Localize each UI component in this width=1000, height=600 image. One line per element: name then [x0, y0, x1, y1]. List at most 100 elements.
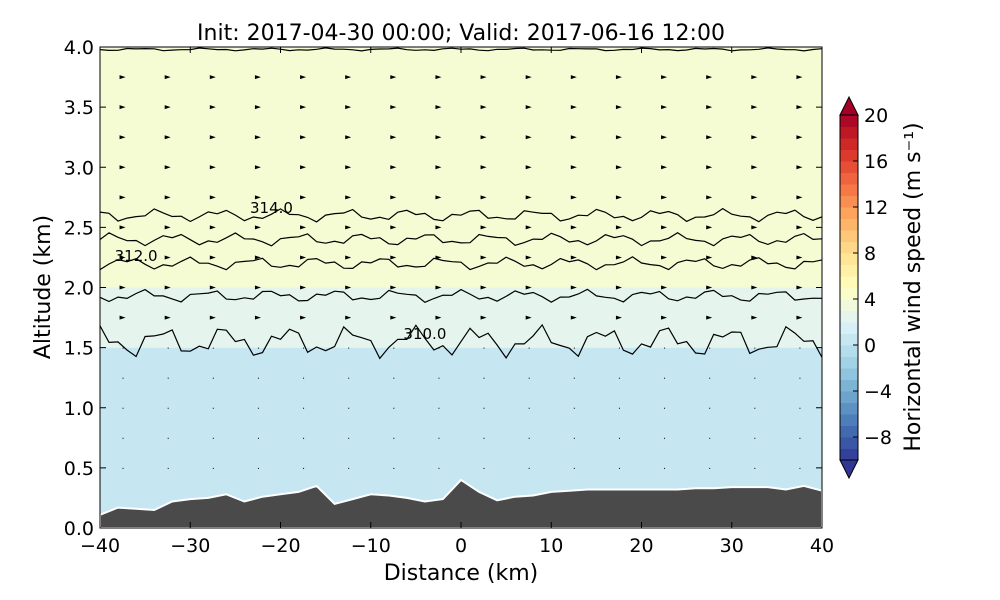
- wind-barb: [615, 135, 622, 140]
- wind-barb: [390, 255, 397, 260]
- wind-barb: [209, 135, 216, 140]
- wind-barb: [300, 195, 307, 200]
- wind-barb: [435, 285, 442, 290]
- colorbar-segment: [840, 379, 858, 392]
- wind-barb: [664, 467, 666, 469]
- colorbar-segment: [840, 230, 858, 242]
- wind-barb: [799, 407, 801, 409]
- wind-barb: [390, 285, 397, 290]
- colorbar-tick-label: −4: [864, 381, 892, 403]
- colorbar-segment: [840, 276, 858, 288]
- wind-barb: [570, 225, 577, 230]
- colorbar-segment: [840, 402, 858, 415]
- wind-barb: [709, 347, 711, 349]
- wind-barb: [119, 255, 126, 260]
- wind-barb: [438, 377, 440, 379]
- wind-barb: [122, 467, 124, 469]
- wind-barb: [709, 437, 711, 439]
- wind-barb: [209, 105, 216, 110]
- wind-barb: [483, 467, 485, 469]
- wind-barb: [164, 135, 171, 140]
- wind-barb: [751, 315, 758, 320]
- wind-barb: [480, 315, 487, 320]
- x-tick-label: 0: [455, 535, 467, 557]
- wind-barb: [754, 407, 756, 409]
- colorbar-segment: [840, 437, 858, 449]
- theta-contour-311: [100, 288, 822, 303]
- wind-barb: [528, 437, 530, 439]
- wind-barb: [345, 285, 352, 290]
- contour-label-314: 314.0: [250, 199, 293, 217]
- wind-barb: [483, 437, 485, 439]
- wind-barb: [119, 195, 126, 200]
- x-axis-label: Distance (km): [384, 561, 539, 586]
- wind-barbs: [119, 75, 803, 469]
- wind-barb: [751, 165, 758, 170]
- wind-barb: [480, 285, 487, 290]
- wind-barb: [257, 467, 259, 469]
- y-tick-label: 0.0: [64, 518, 94, 540]
- colorbar-segment: [840, 172, 858, 185]
- colorbar-tick-label: 16: [864, 151, 888, 173]
- wind-barb: [212, 347, 214, 349]
- wind-barb: [483, 407, 485, 409]
- y-tick-label: 1.0: [64, 398, 94, 420]
- wind-barb: [257, 347, 259, 349]
- wind-barb: [615, 105, 622, 110]
- wind-barb: [254, 315, 261, 320]
- y-tick-label: 3.5: [64, 97, 94, 119]
- colorbar-segment: [840, 161, 858, 173]
- wind-barb: [525, 75, 532, 80]
- wind-barb: [209, 75, 216, 80]
- wind-barb: [618, 407, 620, 409]
- wind-barb: [661, 165, 668, 170]
- theta-contours: [100, 47, 822, 360]
- wind-barb: [615, 225, 622, 230]
- wind-barb: [618, 437, 620, 439]
- wind-barb: [754, 347, 756, 349]
- wind-barb: [438, 467, 440, 469]
- wind-barb: [661, 135, 668, 140]
- wind-barb: [212, 437, 214, 439]
- wind-barb: [209, 195, 216, 200]
- wind-barb: [300, 225, 307, 230]
- wind-barb: [528, 467, 530, 469]
- wind-barb: [706, 195, 713, 200]
- wind-barb: [706, 75, 713, 80]
- y-axis: 0.0 0.5 1.0 1.5 2.0 2.5 3.0 3.5 4.0: [64, 37, 822, 540]
- wind-barb: [300, 75, 307, 80]
- wind-barb: [122, 377, 124, 379]
- wind-barb: [570, 75, 577, 80]
- wind-barb: [300, 285, 307, 290]
- wind-barb: [751, 195, 758, 200]
- wind-barb: [300, 105, 307, 110]
- wind-barb: [525, 225, 532, 230]
- y-tick-label: 4.0: [64, 37, 94, 59]
- y-tick-label: 0.5: [64, 458, 94, 480]
- wind-barb: [615, 165, 622, 170]
- wind-barb: [393, 437, 395, 439]
- wind-barb: [254, 105, 261, 110]
- wind-barb: [254, 225, 261, 230]
- wind-barb: [435, 225, 442, 230]
- wind-barb: [303, 407, 305, 409]
- y-tick-label: 2.0: [64, 278, 94, 300]
- wind-barb: [209, 225, 216, 230]
- wind-barb: [300, 315, 307, 320]
- wind-barb: [751, 105, 758, 110]
- wind-barb: [167, 467, 169, 469]
- wind-barb: [573, 467, 575, 469]
- wind-barb: [393, 347, 395, 349]
- wind-barb: [122, 437, 124, 439]
- wind-barb: [573, 407, 575, 409]
- wind-barb: [390, 135, 397, 140]
- wind-barb: [525, 165, 532, 170]
- wind-barb: [303, 347, 305, 349]
- wind-barb: [480, 225, 487, 230]
- colorbar-segment: [840, 264, 858, 277]
- wind-barb: [661, 195, 668, 200]
- colorbar-tick-label: 4: [864, 289, 876, 311]
- wind-barb: [212, 467, 214, 469]
- wind-barb: [796, 165, 803, 170]
- colorbar-segment: [840, 287, 858, 300]
